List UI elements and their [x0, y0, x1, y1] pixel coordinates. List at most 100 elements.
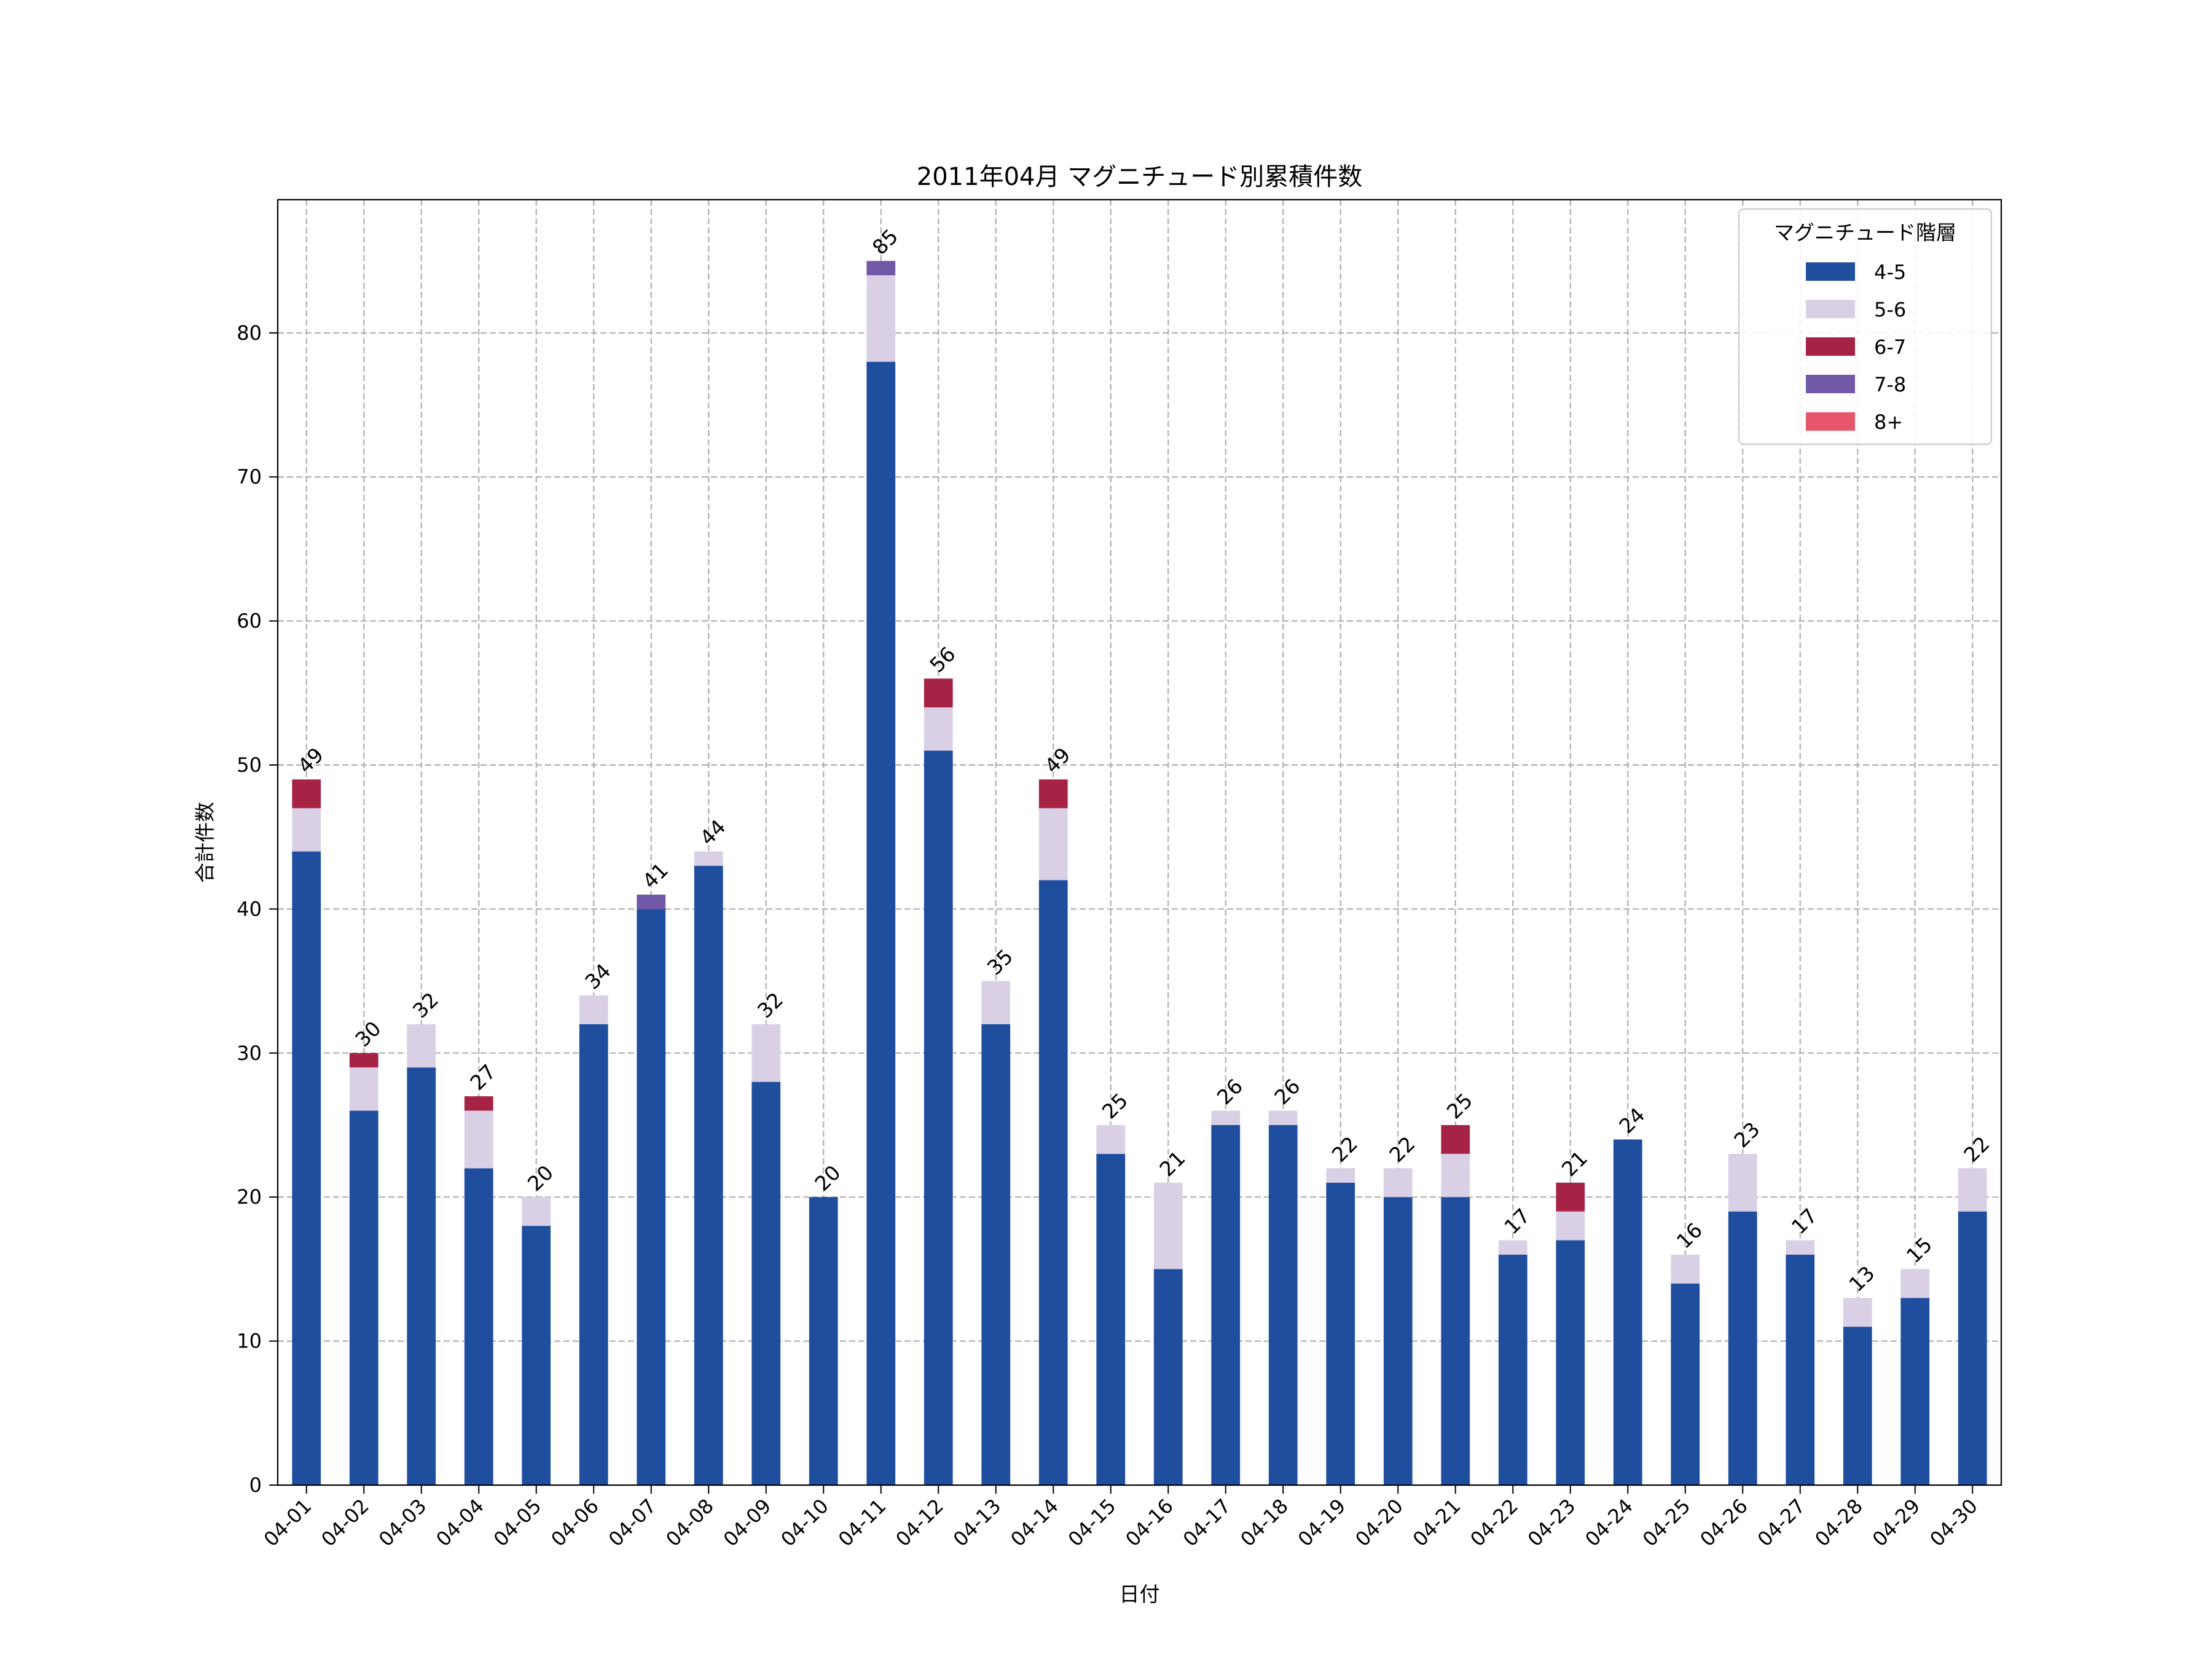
bar-segment-4-5 [981, 1024, 1011, 1485]
bar-total-label: 56 [925, 642, 960, 677]
bar-total-label: 27 [465, 1060, 500, 1095]
bar-segment-5-6 [694, 851, 723, 866]
x-tick-label: 04-02 [316, 1494, 374, 1551]
bar-total-label: 22 [1327, 1132, 1362, 1167]
x-tick-label: 04-21 [1408, 1494, 1465, 1551]
bar-total-label: 26 [1212, 1074, 1247, 1109]
x-tick-label: 04-19 [1293, 1494, 1351, 1551]
bar-total-label: 13 [1844, 1261, 1879, 1296]
bar-total-label: 20 [523, 1161, 558, 1196]
legend-item-8+: 8+ [1806, 410, 1903, 434]
bar-segment-5-6 [1326, 1168, 1355, 1183]
bar-total-label: 85 [868, 224, 903, 259]
bar-segment-5-6 [1958, 1168, 1987, 1212]
y-axis-label: 合計件数 [193, 802, 217, 883]
bar-segment-5-6 [1096, 1125, 1126, 1154]
legend-label: 7-8 [1874, 373, 1906, 396]
bar-segment-5-6 [1728, 1153, 1757, 1212]
bar-segment-4-5 [1843, 1327, 1872, 1485]
bar-segment-4-5 [1153, 1269, 1183, 1485]
bar-segment-4-5 [1498, 1254, 1528, 1485]
x-tick-label: 04-15 [1064, 1494, 1121, 1551]
legend-item-7-8: 7-8 [1806, 373, 1906, 396]
bar-segment-5-6 [866, 275, 896, 362]
x-tick-label: 04-08 [661, 1494, 718, 1551]
bar-segment-5-6 [1211, 1110, 1241, 1126]
x-axis: 04-01 04-02 04-03 04-04 04-05 04-06 04-07 04-08… [259, 1485, 1982, 1551]
x-tick-label: 04-24 [1580, 1494, 1637, 1551]
bar-segment-4-5 [1556, 1240, 1585, 1485]
x-axis-label: 日付 [1120, 1582, 1160, 1606]
bar-segment-4-5 [1383, 1197, 1413, 1485]
bar-segment-5-6 [1900, 1269, 1930, 1298]
bar-segment-4-5 [809, 1197, 838, 1485]
bar-total-label: 44 [695, 815, 730, 850]
x-tick-label: 04-01 [259, 1494, 316, 1551]
bar-segment-4-5 [1671, 1283, 1700, 1485]
legend-label: 4-5 [1874, 261, 1906, 284]
bar-segment-4-5 [464, 1168, 493, 1485]
bar-segment-6-7 [1038, 779, 1068, 809]
legend-label: 5-6 [1874, 298, 1906, 321]
bar-segment-4-5 [1268, 1125, 1298, 1485]
bar-segment-5-6 [292, 808, 321, 852]
bar-total-label: 49 [293, 743, 328, 778]
legend-box [1738, 208, 1993, 445]
bar-segment-5-6 [1786, 1240, 1815, 1255]
y-tick-label: 60 [237, 610, 262, 633]
x-tick-label: 04-26 [1695, 1494, 1752, 1551]
chart-title: 2011年04月 マグニチュード別累積件数 [917, 163, 1362, 191]
bar-segment-5-6 [751, 1024, 781, 1082]
x-tick-label: 04-03 [374, 1494, 431, 1551]
x-tick-label: 04-14 [1006, 1494, 1063, 1551]
bar-total-label: 23 [1729, 1117, 1764, 1152]
legend-item-5-6: 5-6 [1806, 298, 1906, 321]
bar-total-label: 35 [982, 944, 1018, 979]
x-tick-label: 04-13 [949, 1494, 1006, 1551]
bar-segment-4-5 [694, 866, 723, 1485]
x-tick-label: 04-30 [1925, 1494, 1982, 1551]
bar-segment-5-6 [1671, 1254, 1700, 1284]
legend-swatch [1806, 262, 1855, 281]
bar-total-label: 30 [350, 1016, 385, 1051]
bar-segment-5-6 [1268, 1110, 1298, 1126]
x-tick-label: 04-09 [719, 1494, 776, 1551]
bar-segment-4-5 [1900, 1298, 1930, 1485]
bar-segment-4-5 [522, 1226, 551, 1485]
y-tick-label: 80 [237, 321, 262, 345]
x-tick-label: 04-16 [1121, 1494, 1178, 1551]
x-tick-label: 04-12 [891, 1494, 948, 1551]
bars [292, 261, 1987, 1485]
bar-segment-7-8 [637, 894, 666, 909]
bar-segment-5-6 [1153, 1182, 1183, 1269]
bar-segment-4-5 [292, 851, 321, 1485]
x-tick-label: 04-04 [431, 1494, 488, 1551]
bar-total-label: 26 [1269, 1074, 1304, 1109]
bar-segment-6-7 [349, 1053, 378, 1068]
legend-swatch [1806, 375, 1855, 393]
bar-segment-4-5 [1038, 880, 1068, 1485]
x-tick-label: 04-11 [834, 1494, 891, 1551]
bar-segment-4-5 [579, 1024, 608, 1485]
bar-total-label: 17 [1787, 1204, 1822, 1239]
bar-segment-5-6 [1383, 1168, 1413, 1198]
y-tick-label: 70 [237, 465, 262, 488]
x-tick-label: 04-10 [776, 1494, 833, 1551]
bar-segment-7-8 [866, 261, 896, 276]
y-tick-label: 40 [237, 897, 262, 920]
bar-segment-5-6 [1441, 1153, 1470, 1198]
legend-item-4-5: 4-5 [1806, 261, 1906, 284]
bar-segment-4-5 [1096, 1153, 1126, 1485]
x-tick-label: 04-17 [1179, 1494, 1236, 1551]
bar-segment-4-5 [1728, 1211, 1757, 1485]
y-tick-label: 0 [249, 1473, 262, 1497]
bar-total-label: 34 [580, 959, 615, 994]
x-tick-label: 04-05 [489, 1494, 546, 1551]
bar-total-label: 32 [753, 987, 788, 1022]
bar-segment-4-5 [1613, 1139, 1642, 1485]
legend-swatch [1806, 300, 1855, 318]
bar-segment-4-5 [751, 1081, 781, 1485]
bar-segment-5-6 [464, 1110, 493, 1169]
bar-total-label: 16 [1672, 1218, 1707, 1253]
